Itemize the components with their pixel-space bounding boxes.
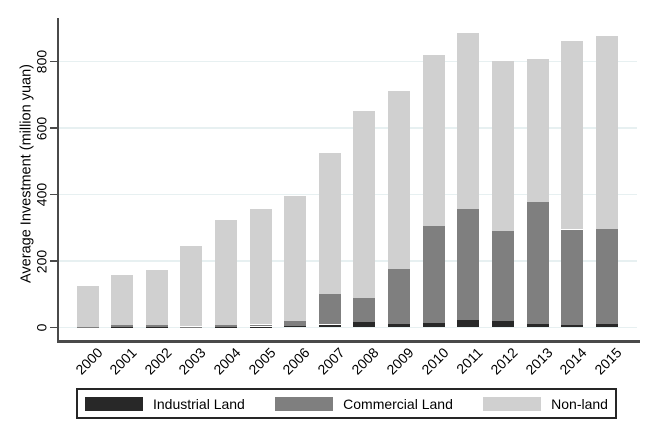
- bar-2007-segment-non-land: [318, 152, 341, 295]
- legend-item-industrial-land: Industrial Land: [85, 396, 245, 412]
- legend-swatch-non-land: [483, 396, 542, 411]
- bar-2010-segment-industrial-land: [422, 322, 445, 328]
- y-tick-800: [50, 60, 57, 63]
- x-tick-label-2012: 2012: [487, 344, 521, 378]
- bar-2009-segment-commercial-land: [388, 269, 411, 324]
- legend-label-industrial-land: Industrial Land: [153, 395, 245, 412]
- bar-2002-segment-non-land: [145, 270, 168, 325]
- bar-2012-segment-industrial-land: [491, 321, 514, 328]
- bar-2010-segment-commercial-land: [422, 226, 445, 323]
- x-tick-label-2004: 2004: [210, 344, 244, 378]
- bar-2003-segment-non-land: [180, 245, 203, 327]
- bar-2008-segment-commercial-land: [353, 297, 376, 322]
- legend-item-commercial-land: Commercial Land: [275, 396, 453, 412]
- bar-2014-segment-non-land: [561, 40, 584, 230]
- legend-label-non-land: Non-land: [551, 395, 608, 412]
- gridline-400: [59, 193, 637, 196]
- bar-2004-segment-commercial-land: [214, 325, 237, 327]
- y-tick-label-600: 600: [33, 116, 50, 140]
- bar-2002-segment-industrial-land: [145, 326, 168, 328]
- bar-2007-segment-commercial-land: [318, 294, 341, 325]
- bar-2001-segment-non-land: [111, 275, 134, 326]
- bar-2005-segment-non-land: [249, 208, 272, 325]
- gridline-800: [59, 60, 637, 63]
- y-tick-label-800: 800: [33, 50, 50, 74]
- bar-2015-segment-commercial-land: [595, 228, 618, 324]
- bar-2005-segment-industrial-land: [249, 326, 272, 328]
- x-axis-line: [57, 340, 640, 343]
- legend-swatch-commercial-land: [275, 396, 334, 411]
- bar-2011-segment-industrial-land: [457, 320, 480, 328]
- bar-2005-segment-commercial-land: [249, 324, 272, 327]
- bar-2013-segment-commercial-land: [526, 201, 549, 324]
- bar-2001-segment-commercial-land: [111, 325, 134, 327]
- legend-item-non-land: Non-land: [483, 396, 608, 412]
- bar-2013-segment-industrial-land: [526, 323, 549, 328]
- bar-2001-segment-industrial-land: [111, 326, 134, 328]
- bar-2012-segment-commercial-land: [491, 231, 514, 322]
- bar-2000-segment-non-land: [76, 285, 99, 327]
- bar-2006-segment-commercial-land: [284, 320, 307, 326]
- y-tick-label-200: 200: [33, 249, 50, 273]
- bar-2010-segment-non-land: [422, 55, 445, 227]
- bar-2014-segment-industrial-land: [561, 324, 584, 328]
- y-tick-400: [50, 193, 57, 196]
- bar-2004-segment-non-land: [214, 220, 237, 326]
- bar-2007-segment-industrial-land: [318, 324, 341, 328]
- bar-2004-segment-industrial-land: [214, 326, 237, 328]
- bar-2000-segment-commercial-land: [76, 326, 99, 328]
- bar-2015-segment-non-land: [595, 35, 618, 229]
- bar-2014-segment-commercial-land: [561, 229, 584, 325]
- y-tick-label-0: 0: [33, 323, 50, 332]
- bar-2011-segment-non-land: [457, 32, 480, 210]
- bar-2006-segment-non-land: [284, 195, 307, 321]
- legend-swatch-industrial-land: [85, 396, 143, 411]
- y-axis-line: [57, 18, 59, 342]
- bar-2003-segment-commercial-land: [180, 326, 203, 328]
- legend-label-commercial-land: Commercial Land: [343, 395, 453, 412]
- bar-2006-segment-industrial-land: [284, 325, 307, 328]
- bar-2008-segment-industrial-land: [353, 321, 376, 328]
- gridline-600: [59, 127, 637, 129]
- bar-2015-segment-industrial-land: [595, 323, 618, 328]
- bar-2013-segment-non-land: [526, 58, 549, 202]
- y-tick-label-400: 400: [33, 182, 50, 207]
- bar-2011-segment-commercial-land: [457, 209, 480, 321]
- bar-2008-segment-non-land: [353, 110, 376, 298]
- gridline-0: [59, 326, 637, 329]
- gridline-200: [59, 260, 637, 262]
- bar-2009-segment-non-land: [388, 90, 411, 270]
- y-tick-200: [50, 260, 57, 262]
- legend: Industrial Land Commercial Land Non-land: [76, 388, 617, 419]
- y-tick-0: [50, 326, 57, 329]
- bar-2002-segment-commercial-land: [145, 324, 168, 327]
- bar-2012-segment-non-land: [491, 60, 514, 232]
- y-tick-600: [50, 127, 57, 129]
- bar-2009-segment-industrial-land: [388, 323, 411, 328]
